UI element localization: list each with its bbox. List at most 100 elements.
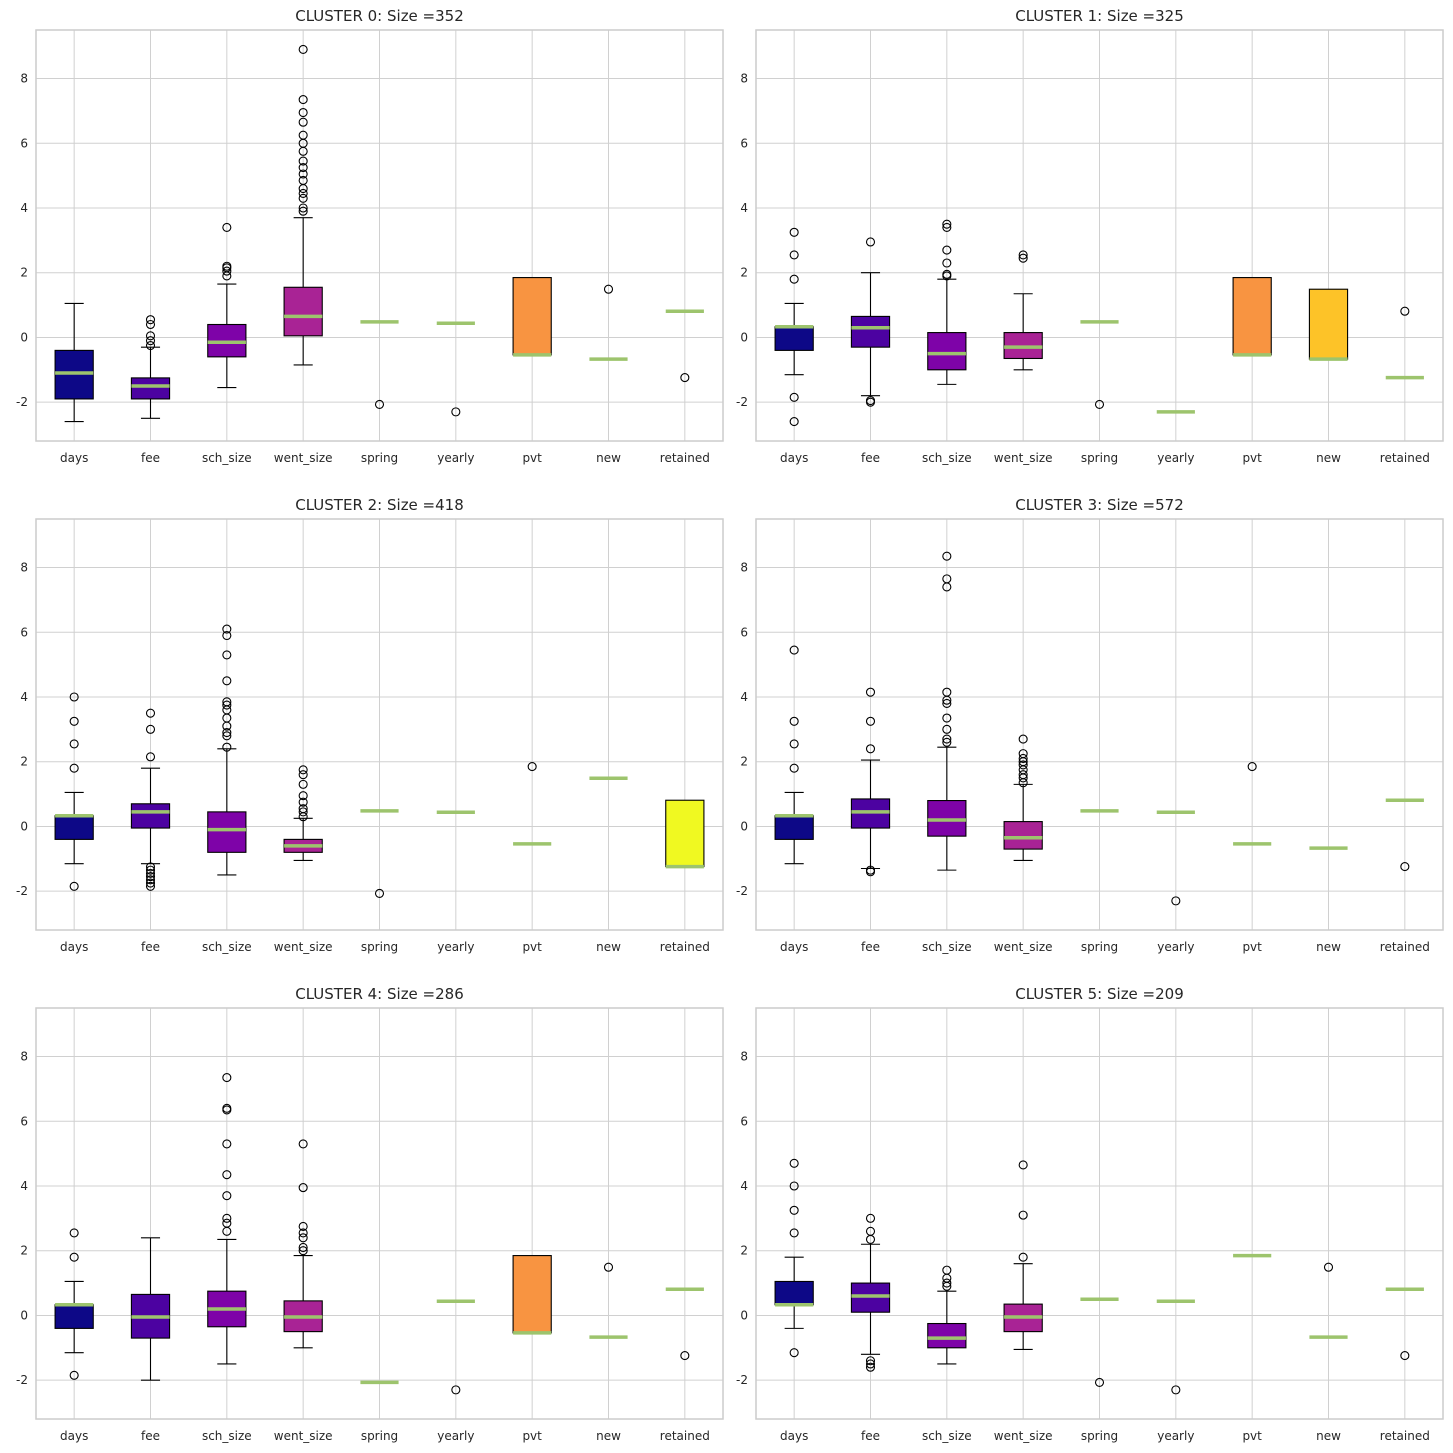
outlier-point: [1171, 896, 1181, 906]
outlier-point: [298, 797, 308, 807]
axes-frame: [35, 29, 724, 442]
x-tick-label: went_size: [994, 940, 1053, 954]
outlier-point: [1018, 734, 1028, 744]
outlier-point: [222, 676, 232, 686]
outlier-point: [1400, 862, 1410, 872]
outlier-point: [145, 340, 156, 351]
outlier-point: [942, 737, 952, 747]
box-new: [589, 1262, 628, 1339]
x-tick-label: spring: [1081, 940, 1118, 954]
y-tick-label: 8: [740, 1050, 748, 1064]
x-tick-label: new: [596, 940, 621, 954]
outlier-point: [1094, 1377, 1105, 1387]
box-body: [774, 815, 814, 840]
outlier-point: [298, 188, 308, 198]
box-sch_size: [207, 1073, 247, 1365]
box-fee: [850, 237, 891, 407]
box-fee: [850, 1213, 891, 1372]
outlier-point: [298, 95, 308, 105]
box-spring: [360, 320, 399, 409]
box-sch_size: [927, 1265, 967, 1365]
x-tick-label: new: [1316, 940, 1341, 954]
y-tick-label: 6: [20, 1114, 28, 1128]
outlier-point: [298, 770, 308, 780]
outlier-point: [145, 336, 156, 346]
outlier-point: [942, 1278, 952, 1288]
outlier-point: [865, 867, 876, 877]
outlier-point: [298, 1183, 308, 1193]
box-pvt: [513, 762, 552, 846]
outlier-point: [942, 734, 952, 744]
outlier-point: [789, 227, 799, 237]
outlier-point: [1018, 250, 1028, 260]
outlier-point: [451, 407, 461, 417]
outlier-point: [298, 765, 308, 775]
outlier-point: [298, 791, 308, 801]
outlier-point: [1323, 1262, 1334, 1272]
x-tick-label: went_size: [994, 1429, 1053, 1443]
box-pvt: [1232, 277, 1272, 357]
outlier-point: [942, 687, 952, 697]
box-retained: [665, 1287, 704, 1361]
box-body: [512, 1255, 552, 1334]
outlier-point: [222, 1213, 232, 1223]
panel-cluster-3: CLUSTER 3: Size =572 -2 0 2 4 6 8 days fee sch_si…: [736, 496, 1444, 954]
outlier-point: [298, 175, 308, 186]
y-tick-label: -2: [16, 395, 28, 409]
outlier-point: [865, 237, 876, 247]
y-tick-label: 6: [740, 136, 748, 150]
x-tick-label: days: [780, 940, 808, 954]
box-body: [774, 326, 814, 351]
box-body: [850, 315, 891, 348]
outlier-point: [145, 881, 156, 891]
box-spring: [360, 809, 399, 898]
outlier-point: [298, 804, 308, 814]
y-tick-label: -2: [736, 884, 748, 898]
x-tick-label: went_size: [994, 451, 1053, 465]
x-tick-label: fee: [141, 451, 160, 465]
outlier-point: [1018, 253, 1028, 263]
box-body: [1232, 277, 1272, 356]
outlier-point: [145, 752, 156, 762]
box-spring: [1080, 1297, 1119, 1387]
box-days: [774, 1158, 814, 1358]
outlier-point: [222, 1103, 232, 1113]
panel-cluster-1: CLUSTER 1: Size =325 -2 0 2 4 6 8 days fee sch_si…: [736, 7, 1444, 465]
y-tick-label: 2: [740, 1244, 748, 1258]
box-days: [774, 227, 814, 427]
outlier-point: [1171, 1385, 1181, 1395]
box-body: [1308, 288, 1349, 360]
panel-title: CLUSTER 1: Size =325: [1015, 7, 1184, 25]
outlier-point: [1018, 1160, 1028, 1170]
box-sch_size: [207, 222, 247, 389]
outlier-point: [298, 807, 308, 817]
x-tick-label: sch_size: [202, 940, 252, 954]
outlier-point: [942, 219, 952, 229]
box-fee: [130, 315, 171, 419]
x-tick-label: sch_size: [922, 1429, 972, 1443]
outlier-point: [865, 1213, 876, 1223]
x-tick-label: yearly: [1157, 451, 1194, 465]
outlier-point: [298, 1228, 308, 1238]
panel-title: CLUSTER 2: Size =418: [295, 496, 464, 514]
box-body: [512, 277, 552, 356]
outlier-point: [298, 107, 308, 118]
outlier-point: [222, 650, 232, 660]
outlier-point: [789, 274, 799, 284]
x-tick-label: went_size: [274, 451, 333, 465]
y-tick-label: 4: [740, 201, 748, 215]
outlier-point: [374, 399, 385, 409]
outlier-point: [298, 162, 308, 173]
y-tick-label: 0: [20, 819, 28, 833]
y-tick-label: 6: [20, 625, 28, 639]
outlier-point: [222, 261, 232, 271]
box-body: [1003, 821, 1043, 850]
panel-cluster-2: CLUSTER 2: Size =418 -2 0 2 4 6 8 days fee sch_si…: [16, 496, 724, 954]
outlier-point: [222, 697, 232, 707]
y-tick-label: -2: [16, 1373, 28, 1387]
box-days: [54, 1228, 94, 1380]
x-tick-label: went_size: [274, 940, 333, 954]
x-tick-label: retained: [660, 1429, 710, 1443]
x-tick-label: pvt: [1242, 940, 1262, 954]
panel-title: CLUSTER 5: Size =209: [1015, 985, 1184, 1003]
